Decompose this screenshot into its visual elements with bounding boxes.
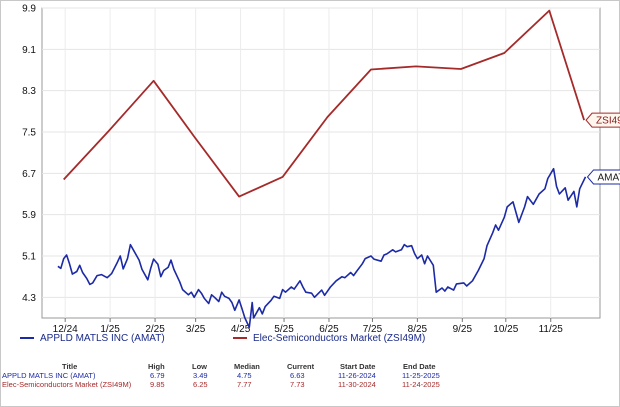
x-tick-label: 7/25 bbox=[363, 324, 383, 335]
y-tick-label: 6.7 bbox=[22, 169, 36, 180]
stats-cell-low: 3.49 bbox=[193, 371, 208, 380]
price-chart: 9.9 9.1 8.3 7.5 6.7 5.9 5.1 4.3 12/24 1/25 2/25 3/… bbox=[22, 4, 620, 335]
end-labels: AMAT: 6.63 ZSI49M: 7.73 bbox=[585, 112, 620, 185]
y-tick-label: 7.5 bbox=[22, 128, 36, 139]
stats-cell-title: Elec-Semiconductors Market (ZSI49M) bbox=[2, 380, 132, 389]
y-tick-label: 5.1 bbox=[22, 252, 36, 263]
x-tick-label: 12/24 bbox=[53, 324, 78, 335]
stats-cell-low: 6.25 bbox=[193, 380, 208, 389]
series-lines bbox=[57, 9, 587, 329]
stats-header-high: High bbox=[148, 362, 165, 371]
x-tick-label: 8/25 bbox=[408, 324, 428, 335]
x-tick-label: 6/25 bbox=[319, 324, 339, 335]
stats-cell-high: 6.79 bbox=[150, 371, 165, 380]
stats-cell-title: APPLD MATLS INC (AMAT) bbox=[2, 371, 96, 380]
y-axis-ticks: 9.9 9.1 8.3 7.5 6.7 5.9 5.1 4.3 bbox=[22, 4, 36, 304]
y-tick-label: 9.1 bbox=[22, 45, 36, 56]
end-label-box bbox=[586, 169, 620, 185]
legend-item-zsi49m[interactable]: Elec-Semiconductors Market (ZSI49M) bbox=[233, 333, 425, 344]
amat-line bbox=[57, 167, 587, 329]
x-tick-label: 2/25 bbox=[145, 324, 165, 335]
end-label-box bbox=[585, 112, 620, 128]
amat-end-label: AMAT: 6.63 bbox=[586, 169, 620, 185]
stats-header-end-date: End Date bbox=[403, 362, 436, 371]
legend-swatch-amat bbox=[20, 337, 34, 340]
x-tick-label: 10/25 bbox=[493, 324, 518, 335]
stats-table: Title High Low Median Current Start Date… bbox=[0, 362, 620, 389]
zsi49m-line bbox=[63, 9, 585, 198]
stats-header-row: Title High Low Median Current Start Date… bbox=[0, 362, 620, 371]
stats-header-start-date: Start Date bbox=[340, 362, 376, 371]
stats-header-low: Low bbox=[192, 362, 207, 371]
stats-header-median: Median bbox=[234, 362, 260, 371]
x-tick-label: 4/25 bbox=[231, 324, 251, 335]
y-tick-label: 5.9 bbox=[22, 210, 36, 221]
x-tick-label: 5/25 bbox=[274, 324, 294, 335]
end-label-text: ZSI49M: 7.73 bbox=[596, 116, 620, 127]
x-tick-label: 3/25 bbox=[186, 324, 206, 335]
stats-cell-current: 6.63 bbox=[290, 371, 305, 380]
stats-cell-median: 4.75 bbox=[237, 371, 252, 380]
stats-cell-start-date: 11-26-2024 bbox=[338, 371, 376, 380]
stats-cell-end-date: 11-24-2025 bbox=[402, 380, 440, 389]
stats-header-title: Title bbox=[62, 362, 78, 371]
stats-header-current: Current bbox=[287, 362, 315, 371]
end-label-text: AMAT: 6.63 bbox=[598, 172, 620, 183]
y-tick-label: 8.3 bbox=[22, 86, 36, 97]
stats-row-amat: APPLD MATLS INC (AMAT) 6.79 3.49 4.75 6.… bbox=[0, 371, 620, 380]
stats-cell-current: 7.73 bbox=[290, 380, 305, 389]
legend-label-amat: APPLD MATLS INC (AMAT) bbox=[40, 333, 165, 344]
legend-swatch-zsi49m bbox=[233, 337, 247, 340]
plot-area-border bbox=[41, 7, 601, 319]
stats-cell-start-date: 11-30-2024 bbox=[338, 380, 376, 389]
legend-label-zsi49m: Elec-Semiconductors Market (ZSI49M) bbox=[253, 333, 426, 344]
stats-cell-high: 9.85 bbox=[150, 380, 165, 389]
x-tick-label: 11/25 bbox=[539, 324, 564, 335]
stats-row-zsi49m: Elec-Semiconductors Market (ZSI49M) 9.85… bbox=[0, 380, 620, 389]
stats-cell-median: 7.77 bbox=[237, 380, 252, 389]
y-tick-label: 4.3 bbox=[22, 293, 36, 304]
grid bbox=[41, 7, 601, 319]
x-tick-label: 1/25 bbox=[100, 324, 120, 335]
legend-item-amat[interactable]: APPLD MATLS INC (AMAT) bbox=[20, 333, 165, 344]
y-tick-label: 9.9 bbox=[22, 4, 36, 15]
x-tick-label: 9/25 bbox=[453, 324, 473, 335]
x-axis-ticks: 12/24 1/25 2/25 3/25 4/25 5/25 6/25 7/25 8/25 9/2… bbox=[53, 318, 564, 335]
stats-cell-end-date: 11-25-2025 bbox=[402, 371, 440, 380]
zsi49m-end-label: ZSI49M: 7.73 bbox=[585, 112, 620, 128]
